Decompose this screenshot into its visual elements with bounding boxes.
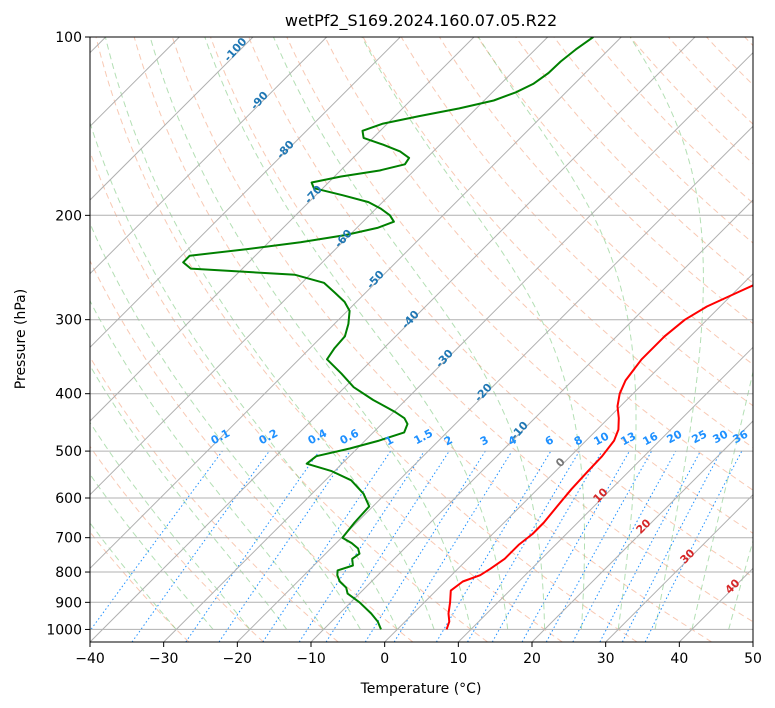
moist-adiabat-line — [90, 121, 398, 630]
mixing-ratio-label: 20 — [665, 427, 685, 446]
mixing-ratio-label: 36 — [731, 427, 751, 446]
isotherm-line — [90, 37, 328, 275]
dry-adiabat-line — [90, 445, 264, 642]
x-tick-label: 50 — [744, 651, 762, 667]
moist-adiabat-line — [204, 37, 509, 630]
dry-adiabat-line — [324, 37, 753, 491]
moist-adiabat-line — [361, 37, 585, 630]
x-tick-label: −10 — [296, 651, 326, 667]
dry-adiabat-line — [248, 37, 753, 578]
isotherm-line — [310, 199, 753, 642]
dry-adiabat-line — [629, 37, 753, 165]
temperature-profile-line — [445, 284, 753, 630]
x-tick-label: −20 — [223, 651, 253, 667]
isotherm-line — [163, 51, 753, 642]
isotherm-line — [90, 37, 401, 349]
isotherm-line — [90, 37, 622, 570]
mixing-ratio-line — [364, 450, 486, 642]
y-tick-label: 500 — [55, 444, 82, 460]
isotherm-line — [236, 125, 753, 642]
moist-adiabat-line — [273, 37, 546, 630]
x-axis-label: Temperature (°C) — [360, 681, 482, 697]
y-tick-label: 300 — [55, 313, 82, 329]
mixing-ratio-line — [521, 450, 630, 642]
moist-adiabat-line — [477, 37, 637, 630]
isotherm-line — [90, 37, 254, 201]
mixing-ratio-line — [90, 450, 223, 632]
y-tick-label: 700 — [55, 531, 82, 547]
y-axis-label: Pressure (hPa) — [13, 289, 29, 389]
dry-adiabat-line — [171, 37, 712, 642]
isotherm-line — [90, 37, 696, 642]
moist-adiabat-line — [691, 369, 753, 630]
mixing-ratio-line — [491, 450, 603, 642]
dry-adiabat-line — [133, 37, 638, 642]
mixing-ratio-line — [218, 450, 351, 642]
mixing-ratio-label: 10 — [592, 429, 612, 448]
isotherm-line — [531, 420, 753, 642]
mixing-ratio-line — [435, 450, 552, 642]
y-tick-label: 600 — [55, 491, 82, 507]
mixing-ratio-label: 30 — [711, 427, 731, 446]
moist-adiabat-line — [90, 222, 361, 630]
dry-adiabat-line — [477, 37, 753, 325]
dry-adiabat-line — [400, 37, 753, 407]
mixing-ratio-label: 13 — [619, 430, 639, 449]
mixing-ratio-line — [325, 450, 450, 642]
isotherm-line — [384, 272, 753, 642]
x-tick-label: 10 — [449, 651, 467, 667]
y-tick-label: 100 — [55, 30, 82, 46]
x-tick-label: −40 — [75, 651, 105, 667]
moist-adiabat-line — [90, 299, 325, 630]
x-tick-label: 20 — [523, 651, 541, 667]
mixing-ratio-line — [467, 450, 580, 642]
isotherm-line — [90, 37, 549, 496]
y-tick-label: 200 — [55, 208, 82, 224]
mixing-ratio-line — [572, 450, 677, 642]
dry-adiabat-line — [210, 37, 753, 623]
isotherm-line — [90, 37, 475, 422]
y-tick-label: 400 — [55, 387, 82, 403]
y-tick-label: 1000 — [46, 622, 82, 638]
chart-title: wetPf2_S169.2024.160.07.05.R22 — [285, 11, 557, 31]
dry-adiabat-line — [515, 37, 753, 284]
moist-adiabat-line — [149, 37, 472, 630]
x-tick-label: 0 — [380, 651, 389, 667]
dewpoint-profile-line — [182, 37, 594, 630]
dry-adiabat-line — [95, 37, 563, 642]
mixing-ratio-line — [131, 450, 270, 642]
plot-frame — [89, 36, 754, 643]
isotherm-line — [457, 346, 753, 642]
y-tick-label: 900 — [55, 595, 82, 611]
dry-adiabat-line — [591, 37, 753, 204]
mixing-ratio-label: 25 — [690, 428, 710, 447]
y-tick-label: 800 — [55, 565, 82, 581]
moist-adiabat-line — [629, 37, 704, 630]
mixing-ratio-label: 16 — [641, 429, 661, 448]
x-tick-label: −30 — [149, 651, 179, 667]
mixing-ratio-line — [185, 450, 320, 642]
isotherm-line — [605, 493, 753, 642]
dry-adiabat-line — [90, 259, 414, 642]
mixing-ratio-line — [393, 450, 513, 642]
moist-adiabat-line — [104, 37, 435, 630]
x-tick-label: 30 — [597, 651, 615, 667]
x-tick-label: 40 — [670, 651, 688, 667]
